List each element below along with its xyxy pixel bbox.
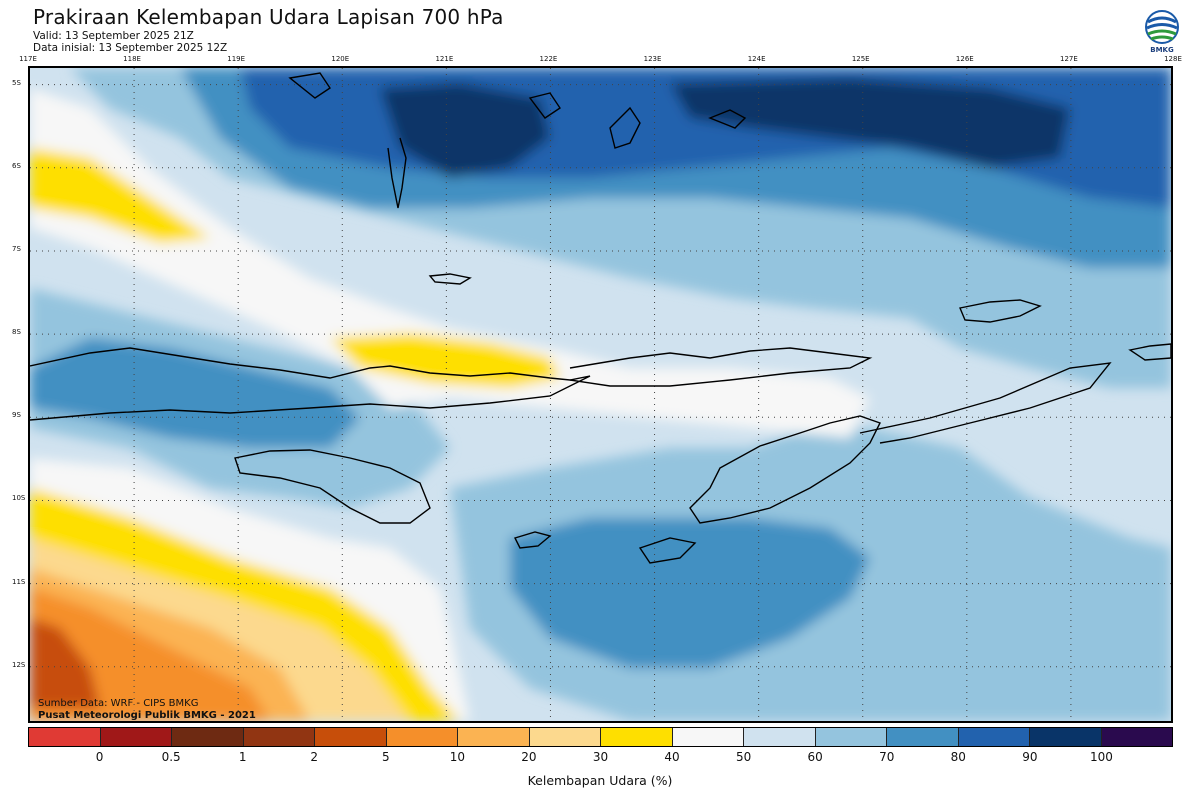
- lat-tick-label: 12S: [12, 660, 26, 669]
- colorbar-segment: [529, 728, 601, 746]
- colorbar-segment: [815, 728, 887, 746]
- colorbar-segment: [243, 728, 315, 746]
- lat-tick-label: 6S: [12, 161, 21, 170]
- flores-coast: [569, 347, 873, 387]
- lon-tick-label: 127E: [1060, 55, 1078, 63]
- lat-tick-label: 9S: [12, 411, 21, 420]
- colorbar-segment: [458, 728, 530, 746]
- colorbar-label: 80: [950, 750, 966, 764]
- sumba-coast: [234, 449, 431, 524]
- colorbar-segment: [29, 728, 101, 746]
- colorbar-title: Kelembapan Udara (%): [527, 773, 673, 788]
- field-95-100-north-b: [670, 78, 1070, 168]
- lat-tick-label: 7S: [12, 244, 21, 253]
- lon-tick-label: 121E: [435, 55, 454, 63]
- map-title: Prakiraan Kelembapan Udara Lapisan 700 h…: [33, 5, 504, 29]
- colorbar-segment: [1101, 728, 1172, 746]
- field-5-10: [30, 618, 100, 708]
- colorbar-segment: [100, 728, 172, 746]
- colorbar-segment: [1030, 728, 1102, 746]
- lon-tick-label: 123E: [643, 55, 662, 63]
- lon-tick-label: 117E: [19, 55, 37, 63]
- colorbar-segment: [172, 728, 244, 746]
- timor-coast: [689, 415, 881, 524]
- colorbar-label: 90: [1022, 750, 1038, 764]
- lon-tick-label: 118E: [123, 55, 141, 63]
- field-40-50-northwest: [30, 148, 210, 243]
- sulawesi-coast: [387, 137, 407, 209]
- colorbar-label: 0: [95, 750, 104, 764]
- coastlines: [30, 72, 1171, 564]
- lat-tick-label: 10S: [12, 494, 26, 503]
- colorbar-label: 30: [592, 750, 609, 764]
- colorbar-segment: [958, 728, 1030, 746]
- lon-tick-label: 128E: [1164, 55, 1182, 63]
- colorbar-label: 0.5: [161, 750, 181, 764]
- islands-north: [288, 72, 747, 129]
- wetar-coast: [959, 299, 1042, 323]
- lat-tick-label: 11S: [12, 577, 26, 586]
- data-source: Sumber Data: WRF - CIPS BMKG: [38, 698, 199, 709]
- humidity-map: [28, 66, 1173, 723]
- timor-leste-coast: [859, 362, 1112, 444]
- colorbar-segment: [386, 728, 458, 746]
- field-95-100-north-a: [380, 83, 550, 178]
- selayar-coast: [428, 273, 472, 285]
- colorbar-label: 1: [238, 750, 247, 764]
- colorbar-label: 40: [664, 750, 680, 764]
- colorbar-segment: [887, 728, 959, 746]
- initial-data-time: Data inisial: 13 September 2025 12Z: [33, 42, 228, 54]
- colorbar-segment: [672, 728, 744, 746]
- colorbar-segment: [315, 728, 387, 746]
- colorbar-label: 10: [449, 750, 466, 764]
- colorbar-segment: [744, 728, 816, 746]
- colorbar-label: 2: [310, 750, 319, 764]
- valid-time: Valid: 13 September 2025 21Z: [33, 30, 194, 42]
- lat-tick-label: 5S: [12, 78, 21, 87]
- lon-tick-label: 120E: [331, 55, 350, 63]
- rote-coast: [638, 537, 697, 564]
- colorbar-label: 100: [1089, 750, 1113, 764]
- lat-tick-label: 8S: [12, 328, 21, 337]
- bmkg-logo-icon: BMKG: [1143, 8, 1181, 58]
- lon-tick-label: 122E: [539, 55, 558, 63]
- colorbar-segment: [601, 728, 673, 746]
- buton-coast: [609, 106, 641, 149]
- field-80-90-west: [30, 338, 360, 448]
- lon-tick-label: 124E: [747, 55, 766, 63]
- logo-text: BMKG: [1150, 46, 1174, 54]
- alor-coast: [1128, 343, 1171, 361]
- colorbar-label: 60: [807, 750, 823, 764]
- lon-tick-label: 126E: [955, 55, 974, 63]
- colorbar-label: 70: [879, 750, 895, 764]
- sumbawa-lombok-coast: [30, 347, 591, 421]
- lon-tick-label: 125E: [851, 55, 870, 63]
- colorbar-label: 50: [735, 750, 752, 764]
- colorbar-label: 5: [381, 750, 390, 764]
- field-80-90-south: [510, 518, 870, 668]
- organization-credit: Pusat Meteorologi Publik BMKG - 2021: [38, 710, 256, 721]
- colorbar-label: 20: [521, 750, 537, 764]
- lon-tick-label: 119E: [227, 55, 246, 63]
- colorbar: [28, 727, 1173, 747]
- sawu-coast: [514, 531, 552, 549]
